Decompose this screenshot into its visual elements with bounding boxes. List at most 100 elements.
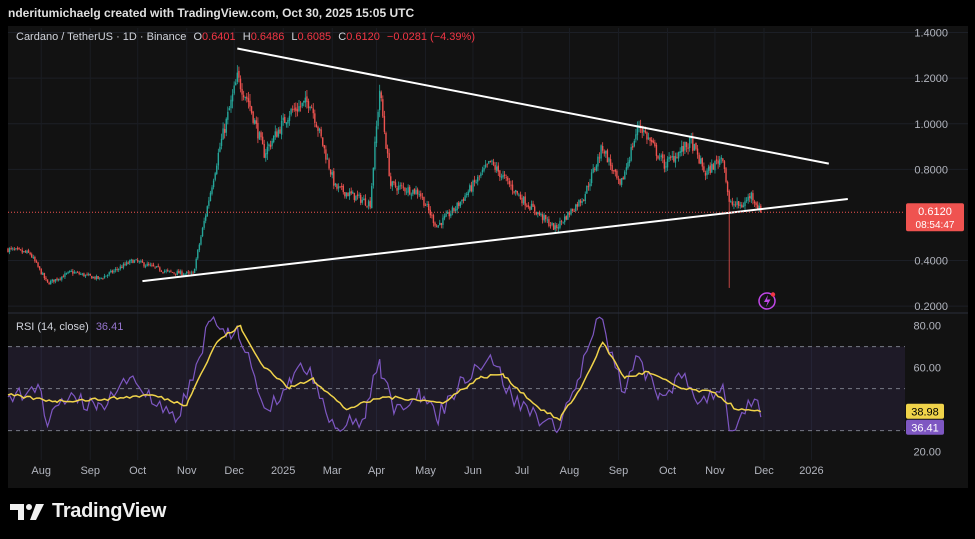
candle-body — [193, 268, 196, 274]
candle-body — [83, 273, 85, 277]
symbol-label[interactable]: Cardano / TetherUS · 1D · Binance — [16, 31, 187, 43]
candle-body — [526, 205, 528, 207]
candle-body — [204, 215, 207, 221]
candle-body — [94, 276, 96, 279]
candle-body — [407, 187, 409, 193]
candle-body — [353, 192, 356, 200]
candle-body — [165, 270, 167, 272]
candle-body — [499, 170, 501, 178]
trendline-upper[interactable] — [237, 47, 830, 165]
candle-body — [427, 203, 430, 211]
candle-body — [12, 248, 14, 250]
candle-body — [720, 157, 722, 160]
candle-body — [747, 196, 749, 201]
candle-body — [609, 159, 612, 166]
candle-body — [378, 90, 381, 111]
rsi-pane — [7, 315, 905, 434]
candle-body — [320, 129, 322, 137]
candle-body — [530, 204, 533, 210]
candle-body — [76, 271, 79, 273]
candle-body — [696, 148, 699, 155]
candle-body — [458, 202, 460, 206]
candle-body — [187, 271, 189, 273]
candle-body — [122, 263, 125, 268]
candle-body — [744, 201, 746, 207]
candle-body — [597, 156, 599, 167]
time-axis[interactable]: Aug Sep Oct Nov Dec 2025 Mar Apr May Jun Jul Aug Sep… — [31, 465, 823, 477]
candle-body — [510, 184, 512, 186]
candle-body — [589, 183, 591, 187]
candle-body — [310, 107, 313, 109]
price-grid — [8, 28, 968, 460]
candle-body — [695, 142, 697, 149]
candle-body — [496, 166, 498, 171]
candle-body — [712, 164, 715, 170]
high-label: H — [242, 31, 251, 43]
candle-body — [186, 272, 188, 274]
candle-body — [372, 167, 375, 186]
candle-body — [53, 279, 55, 282]
candle-body — [511, 184, 514, 191]
candle-body — [758, 205, 760, 210]
candle-body — [472, 180, 474, 192]
tradingview-logo[interactable]: TradingView — [10, 500, 166, 523]
candle-body — [155, 266, 158, 268]
candle-body — [255, 120, 258, 124]
rsi-badge — [906, 419, 944, 435]
candle-body — [282, 117, 284, 121]
candle-body — [508, 181, 511, 185]
candle-body — [16, 248, 19, 249]
candle-body — [649, 138, 651, 142]
candle-body — [559, 221, 561, 228]
candle-body — [293, 108, 295, 110]
candle-body — [632, 146, 634, 148]
candle-body — [730, 201, 732, 202]
candle-body — [633, 140, 635, 147]
candle-body — [176, 271, 178, 275]
rsi-axis[interactable]: 80.00 60.00 20.00 — [913, 321, 941, 459]
candle-body — [551, 223, 553, 225]
candle-body — [711, 163, 713, 173]
candle-body — [133, 260, 136, 263]
candle-body — [552, 223, 555, 230]
rsi-value: 36.41 — [95, 321, 124, 333]
lightning-alert-icon[interactable] — [758, 292, 776, 310]
candle-body — [453, 207, 455, 211]
candle-body — [480, 173, 482, 177]
candle-body — [184, 273, 186, 275]
candle-body — [706, 170, 708, 175]
candle-body — [470, 185, 473, 192]
candle-body — [741, 204, 743, 208]
candle-body — [110, 270, 112, 273]
candle-body — [290, 109, 292, 115]
candle-body — [230, 99, 232, 109]
candle-body — [203, 220, 205, 228]
candle-body — [261, 136, 264, 145]
candle-body — [328, 159, 330, 169]
candle-body — [494, 165, 496, 170]
candle-body — [507, 177, 509, 181]
candle-body — [160, 270, 163, 272]
candle-body — [435, 226, 438, 228]
candle-body — [111, 270, 114, 273]
candle-body — [68, 271, 71, 272]
candle-body — [739, 204, 741, 206]
candle-body — [598, 157, 601, 159]
candle-body — [201, 227, 204, 237]
candle-body — [198, 244, 201, 250]
candle-body — [61, 276, 63, 280]
candle-body — [238, 70, 240, 78]
price-tick-label: 0.2000 — [914, 301, 948, 313]
candle-body — [489, 160, 492, 162]
candle-body — [103, 275, 106, 279]
candle-body — [40, 268, 42, 275]
candle-body — [64, 273, 66, 277]
candle-body — [737, 201, 740, 206]
trendline-lower[interactable] — [142, 198, 848, 283]
candle-body — [322, 137, 324, 146]
rsi-title[interactable]: RSI (14, close) — [16, 321, 89, 333]
candle-body — [674, 155, 677, 163]
price-axis[interactable]: 1.4000 1.2000 1.0000 0.8000 0.4000 0.2000 — [914, 28, 948, 314]
candle-body — [677, 152, 680, 159]
